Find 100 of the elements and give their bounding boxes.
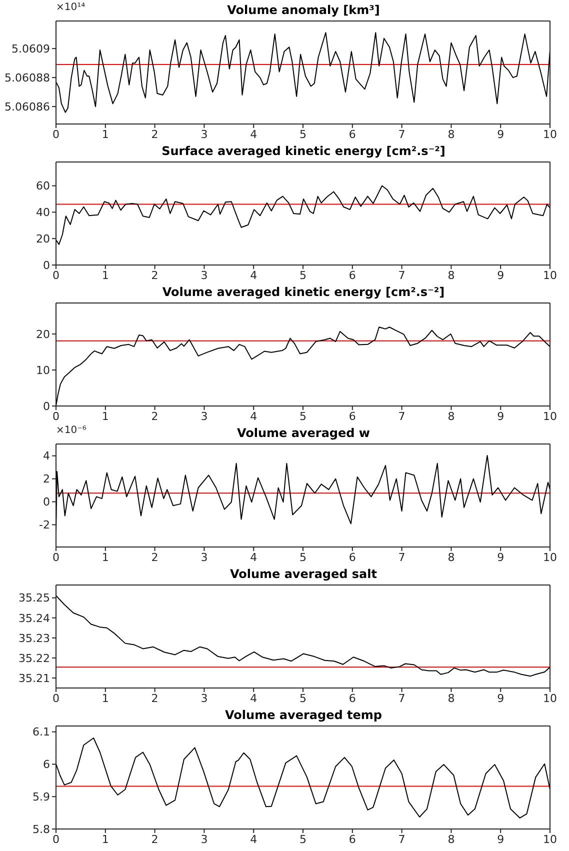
y-tick-label: 5.9 bbox=[32, 790, 50, 804]
y-tick-label: 5.06086 bbox=[4, 100, 50, 114]
x-tick-label: 0 bbox=[52, 832, 60, 846]
line-series bbox=[56, 595, 550, 677]
x-tick-label: 8 bbox=[448, 268, 455, 282]
text: ×10⁻⁶ bbox=[56, 425, 86, 436]
x-tick-label: 10 bbox=[543, 832, 557, 846]
x-tick-label: 7 bbox=[398, 410, 406, 423]
x-tick-label: 4 bbox=[250, 410, 258, 423]
text: ×10¹⁴ bbox=[56, 2, 86, 13]
y-tick-label: 5.0609 bbox=[12, 42, 50, 56]
x-tick-label: 10 bbox=[543, 128, 557, 141]
line-series bbox=[56, 185, 550, 245]
x-tick-label: 1 bbox=[102, 128, 109, 141]
x-tick-label: 3 bbox=[200, 550, 208, 564]
x-tick-label: 6 bbox=[348, 268, 356, 282]
x-tick-label: 2 bbox=[151, 832, 158, 846]
x-tick-label: 6 bbox=[348, 832, 356, 846]
x-tick-label: 9 bbox=[497, 410, 504, 423]
y-tick-label: 5.06088 bbox=[4, 71, 50, 84]
x-tick-label: 9 bbox=[497, 268, 504, 282]
x-tick-label: 3 bbox=[200, 692, 208, 705]
y-tick-label: 35.21 bbox=[18, 672, 50, 685]
line-series bbox=[56, 32, 550, 113]
x-tick-label: 5 bbox=[300, 832, 306, 846]
x-tick-label: 1 bbox=[102, 268, 109, 282]
x-tick-label: 5 bbox=[300, 692, 306, 705]
x-tick-label: 9 bbox=[497, 128, 504, 141]
y-tick-label: 4 bbox=[43, 450, 50, 463]
x-tick-label: 8 bbox=[448, 410, 455, 423]
y-tick-label: 6 bbox=[43, 758, 50, 772]
x-tick-label: 4 bbox=[250, 550, 258, 564]
x-tick-label: 8 bbox=[448, 832, 455, 846]
x-tick-label: 5 bbox=[300, 550, 306, 564]
y-tick-label: 35.22 bbox=[18, 652, 50, 665]
y-tick-label: 5.8 bbox=[32, 822, 50, 836]
y-tick-label: 20 bbox=[36, 232, 50, 246]
y-tick-label: 20 bbox=[36, 328, 50, 341]
y-tick-label: 0 bbox=[43, 400, 50, 413]
x-tick-label: 0 bbox=[52, 692, 60, 705]
x-tick-label: 8 bbox=[448, 128, 455, 141]
y-tick-label: -2 bbox=[39, 518, 50, 532]
x-tick-label: 0 bbox=[52, 128, 60, 141]
y-tick-label: 6.1 bbox=[32, 726, 50, 739]
y-tick-label: 60 bbox=[36, 180, 50, 193]
x-tick-label: 10 bbox=[543, 410, 557, 423]
chart-title: Volume averaged kinetic energy [cm².s⁻²] bbox=[161, 285, 446, 299]
chart-title: Volume averaged w bbox=[236, 426, 370, 440]
x-tick-label: 9 bbox=[497, 832, 504, 846]
x-tick-label: 1 bbox=[102, 832, 109, 846]
chart-title: Volume averaged temp bbox=[224, 708, 383, 722]
x-tick-label: 10 bbox=[543, 550, 557, 564]
x-tick-label: 6 bbox=[348, 692, 356, 705]
x-tick-label: 4 bbox=[250, 692, 258, 705]
x-tick-label: 0 bbox=[52, 410, 60, 423]
x-tick-label: 5 bbox=[300, 268, 306, 282]
x-tick-label: 2 bbox=[151, 410, 158, 423]
y-tick-label: 0 bbox=[43, 496, 50, 509]
x-tick-label: 9 bbox=[497, 692, 504, 705]
x-tick-label: 0 bbox=[52, 268, 60, 282]
x-tick-label: 3 bbox=[200, 832, 208, 846]
x-tick-label: 7 bbox=[398, 128, 406, 141]
chart-title: Volume averaged salt bbox=[228, 567, 378, 581]
x-tick-label: 2 bbox=[151, 268, 158, 282]
x-tick-label: 4 bbox=[250, 832, 258, 846]
chart-title: Volume anomaly [km³] bbox=[227, 3, 380, 17]
y-tick-label: 2 bbox=[43, 472, 50, 486]
x-tick-label: 8 bbox=[448, 550, 455, 564]
chart-title: Surface averaged kinetic energy [cm².s⁻²] bbox=[160, 144, 446, 158]
x-tick-label: 7 bbox=[398, 550, 406, 564]
x-tick-label: 10 bbox=[543, 268, 557, 282]
x-tick-label: 4 bbox=[250, 128, 258, 141]
x-tick-label: 7 bbox=[398, 832, 406, 846]
x-tick-label: 7 bbox=[398, 268, 406, 282]
x-tick-label: 1 bbox=[102, 692, 109, 705]
x-tick-label: 5 bbox=[300, 410, 306, 423]
x-tick-label: 1 bbox=[102, 410, 109, 423]
x-tick-label: 3 bbox=[200, 410, 208, 423]
y-tick-label: 35.23 bbox=[18, 632, 50, 645]
x-tick-label: 5 bbox=[300, 128, 306, 141]
x-tick-label: 9 bbox=[497, 550, 504, 564]
x-tick-label: 6 bbox=[348, 410, 356, 423]
x-tick-label: 2 bbox=[151, 128, 158, 141]
x-tick-label: 7 bbox=[398, 692, 406, 705]
y-tick-label: 0 bbox=[43, 258, 50, 272]
x-tick-label: 4 bbox=[250, 268, 258, 282]
x-tick-label: 2 bbox=[151, 692, 158, 705]
line-series bbox=[56, 737, 550, 818]
x-tick-label: 8 bbox=[448, 692, 455, 705]
x-tick-label: 6 bbox=[348, 550, 356, 564]
x-tick-label: 10 bbox=[543, 692, 557, 705]
y-tick-label: 40 bbox=[36, 206, 50, 220]
y-tick-label: 35.25 bbox=[18, 592, 50, 605]
x-tick-label: 6 bbox=[348, 128, 356, 141]
x-tick-label: 1 bbox=[102, 550, 109, 564]
x-tick-label: 0 bbox=[52, 550, 60, 564]
x-tick-label: 3 bbox=[200, 128, 208, 141]
y-tick-label: 10 bbox=[36, 364, 50, 377]
y-tick-label: 35.24 bbox=[18, 612, 50, 625]
x-tick-label: 3 bbox=[200, 268, 208, 282]
